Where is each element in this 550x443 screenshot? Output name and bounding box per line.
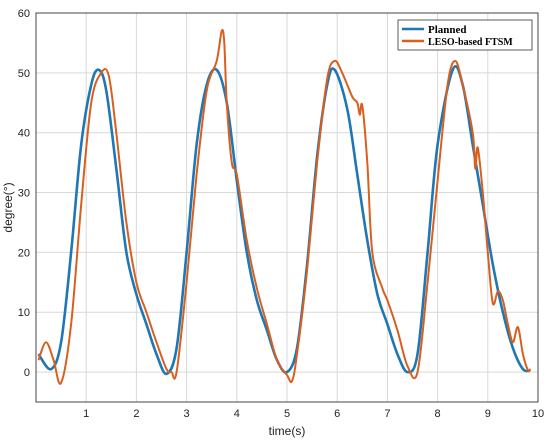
- y-tick-label: 40: [18, 128, 30, 140]
- y-tick-label: 60: [18, 8, 30, 20]
- series-line-leso-ftsm: [37, 28, 532, 385]
- x-tick-label: 6: [334, 408, 340, 420]
- y-tick-label: 0: [24, 367, 30, 379]
- x-tick-label: 8: [435, 408, 441, 420]
- legend: Planned LESO-based FTSM: [397, 19, 533, 51]
- x-axis-label: time(s): [269, 424, 306, 438]
- plot-area: [35, 12, 539, 403]
- x-tick-label: 5: [284, 408, 290, 420]
- legend-label-planned: Planned: [428, 24, 467, 36]
- grid: [36, 12, 539, 402]
- x-tick-label: 9: [485, 408, 491, 420]
- x-tick-label: 4: [234, 408, 240, 420]
- x-tick-label: 10: [532, 408, 544, 420]
- y-axis: 0 10 20 30 40 50 60: [18, 8, 30, 379]
- y-tick-label: 50: [18, 68, 30, 80]
- series-layer: [37, 28, 532, 385]
- x-axis: 1 2 3 4 5 6 7 8 9 10: [83, 408, 544, 420]
- legend-box: [397, 19, 533, 51]
- y-tick-label: 20: [18, 247, 30, 259]
- x-tick-label: 1: [83, 408, 89, 420]
- x-tick-label: 7: [384, 408, 390, 420]
- y-tick-label: 10: [18, 307, 30, 319]
- x-tick-label: 2: [133, 408, 139, 420]
- y-axis-label: degree(°): [1, 182, 15, 232]
- legend-label-leso-ftsm: LESO-based FTSM: [428, 37, 513, 48]
- series-line-planned: [37, 64, 531, 376]
- x-tick-label: 3: [184, 408, 190, 420]
- y-tick-label: 30: [18, 188, 30, 200]
